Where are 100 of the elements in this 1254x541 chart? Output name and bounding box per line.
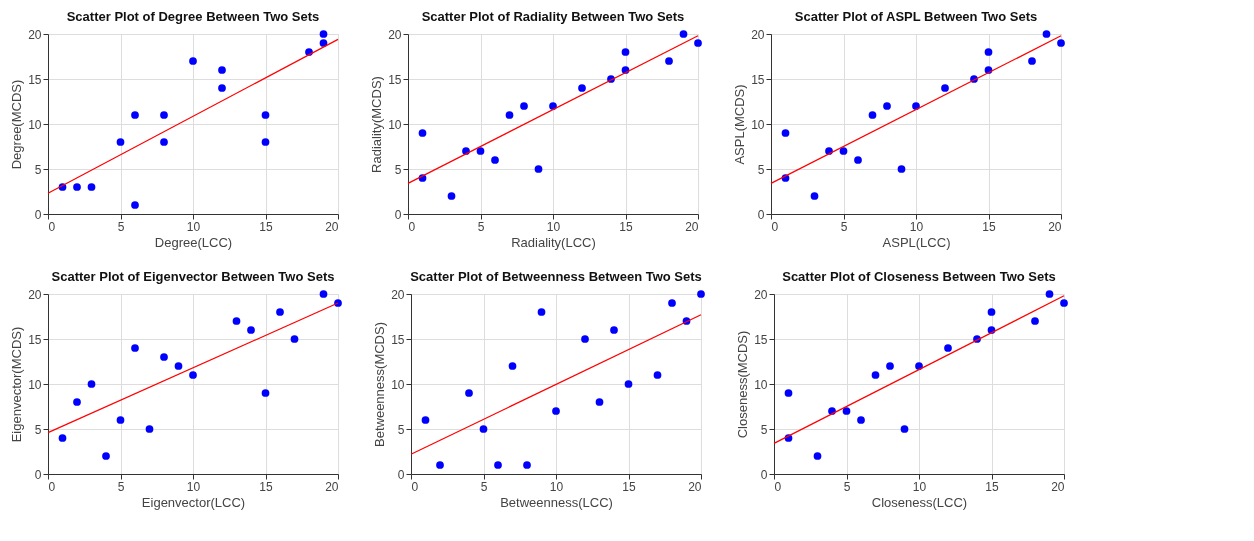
- x-axis-title: Eigenvector(LCC): [141, 494, 246, 510]
- x-tick-label: 15: [982, 219, 996, 234]
- x-axis-title: Closeness(LCC): [871, 494, 968, 510]
- x-tick-label: 15: [619, 219, 633, 234]
- point: [218, 66, 226, 74]
- point: [781, 129, 790, 137]
- y-axis-title: Closeness(MCDS): [735, 330, 751, 439]
- x-axis-title: Degree(LCC): [154, 234, 233, 250]
- point: [857, 416, 865, 424]
- y-tick-label: 10: [751, 117, 765, 132]
- point: [912, 102, 920, 110]
- x-axis-title: ASPL(LCC): [882, 234, 951, 250]
- y-tick-label: 20: [28, 27, 42, 42]
- point: [421, 416, 430, 424]
- y-tick-label: 10: [391, 377, 405, 392]
- point: [131, 344, 139, 352]
- x-tick-label: 15: [985, 479, 999, 494]
- x-tick-label: 20: [688, 479, 702, 494]
- y-tick-label: 20: [754, 287, 768, 302]
- chart-title: Scatter Plot of Eigenvector Between Two Sets: [51, 269, 335, 284]
- y-axis-title: Radiality(MCDS): [369, 76, 385, 173]
- chart-title: Scatter Plot of Betweenness Between Two Sets: [410, 269, 702, 284]
- point: [131, 111, 139, 119]
- y-tick-label: 15: [754, 332, 768, 347]
- point: [102, 452, 110, 460]
- x-tick-label: 0: [48, 479, 56, 494]
- x-tick-label: 0: [408, 219, 416, 234]
- x-tick-label: 20: [325, 219, 339, 234]
- point: [447, 192, 456, 200]
- y-tick-label: 5: [34, 422, 42, 437]
- y-tick-label: 10: [28, 117, 42, 132]
- point: [621, 48, 630, 56]
- point: [508, 362, 517, 370]
- x-tick-label: 0: [411, 479, 419, 494]
- x-tick-label: 5: [117, 479, 125, 494]
- chart-title: Scatter Plot of Degree Between Two Sets: [66, 9, 320, 24]
- x-tick-label: 10: [549, 479, 564, 494]
- x-tick-label: 20: [325, 479, 339, 494]
- x-tick-label: 5: [480, 479, 488, 494]
- point: [160, 138, 168, 146]
- point: [160, 111, 168, 119]
- point: [900, 425, 909, 433]
- point: [595, 398, 604, 406]
- point: [160, 353, 168, 361]
- x-tick-label: 5: [840, 219, 848, 234]
- point: [1060, 299, 1068, 307]
- point: [218, 84, 226, 92]
- x-tick-label: 15: [259, 219, 273, 234]
- point: [465, 389, 473, 397]
- point: [73, 398, 81, 406]
- y-axis-title: Degree(MCDS): [9, 79, 25, 170]
- y-tick-label: 0: [394, 207, 402, 222]
- y-axis-title: ASPL(MCDS): [732, 84, 748, 165]
- y-tick-label: 10: [388, 117, 402, 132]
- point: [116, 138, 125, 146]
- point: [319, 290, 328, 298]
- y-tick-label: 5: [34, 162, 42, 177]
- y-tick-label: 15: [751, 72, 765, 87]
- y-tick-label: 0: [757, 207, 765, 222]
- y-tick-label: 5: [757, 162, 765, 177]
- point: [941, 84, 949, 92]
- point: [87, 183, 96, 191]
- point: [276, 308, 284, 316]
- point: [116, 416, 125, 424]
- point: [87, 380, 96, 388]
- x-axis-title: Radiality(LCC): [511, 234, 596, 250]
- point: [581, 335, 589, 343]
- point: [189, 371, 197, 379]
- point: [842, 407, 851, 415]
- x-tick-label: 0: [771, 219, 779, 234]
- x-tick-label: 15: [622, 479, 636, 494]
- point: [537, 308, 546, 316]
- point: [290, 335, 299, 343]
- point: [984, 48, 993, 56]
- point: [520, 102, 528, 110]
- y-tick-label: 15: [391, 332, 405, 347]
- x-tick-label: 10: [186, 219, 201, 234]
- point: [883, 102, 891, 110]
- x-tick-label: 10: [186, 479, 201, 494]
- point: [131, 201, 139, 209]
- point: [679, 30, 688, 38]
- y-tick-label: 20: [751, 27, 765, 42]
- point: [578, 84, 586, 92]
- x-tick-label: 5: [843, 479, 851, 494]
- point: [871, 371, 880, 379]
- point: [1042, 30, 1051, 38]
- point: [319, 30, 328, 38]
- point: [854, 156, 862, 164]
- point: [534, 165, 543, 173]
- point: [810, 192, 819, 200]
- point: [1028, 57, 1036, 65]
- point: [653, 371, 662, 379]
- y-tick-label: 20: [388, 27, 402, 42]
- x-tick-label: 20: [1048, 219, 1062, 234]
- point: [552, 407, 560, 415]
- point: [813, 452, 822, 460]
- point: [886, 362, 894, 370]
- y-tick-label: 5: [394, 162, 402, 177]
- point: [494, 461, 502, 469]
- point: [668, 299, 676, 307]
